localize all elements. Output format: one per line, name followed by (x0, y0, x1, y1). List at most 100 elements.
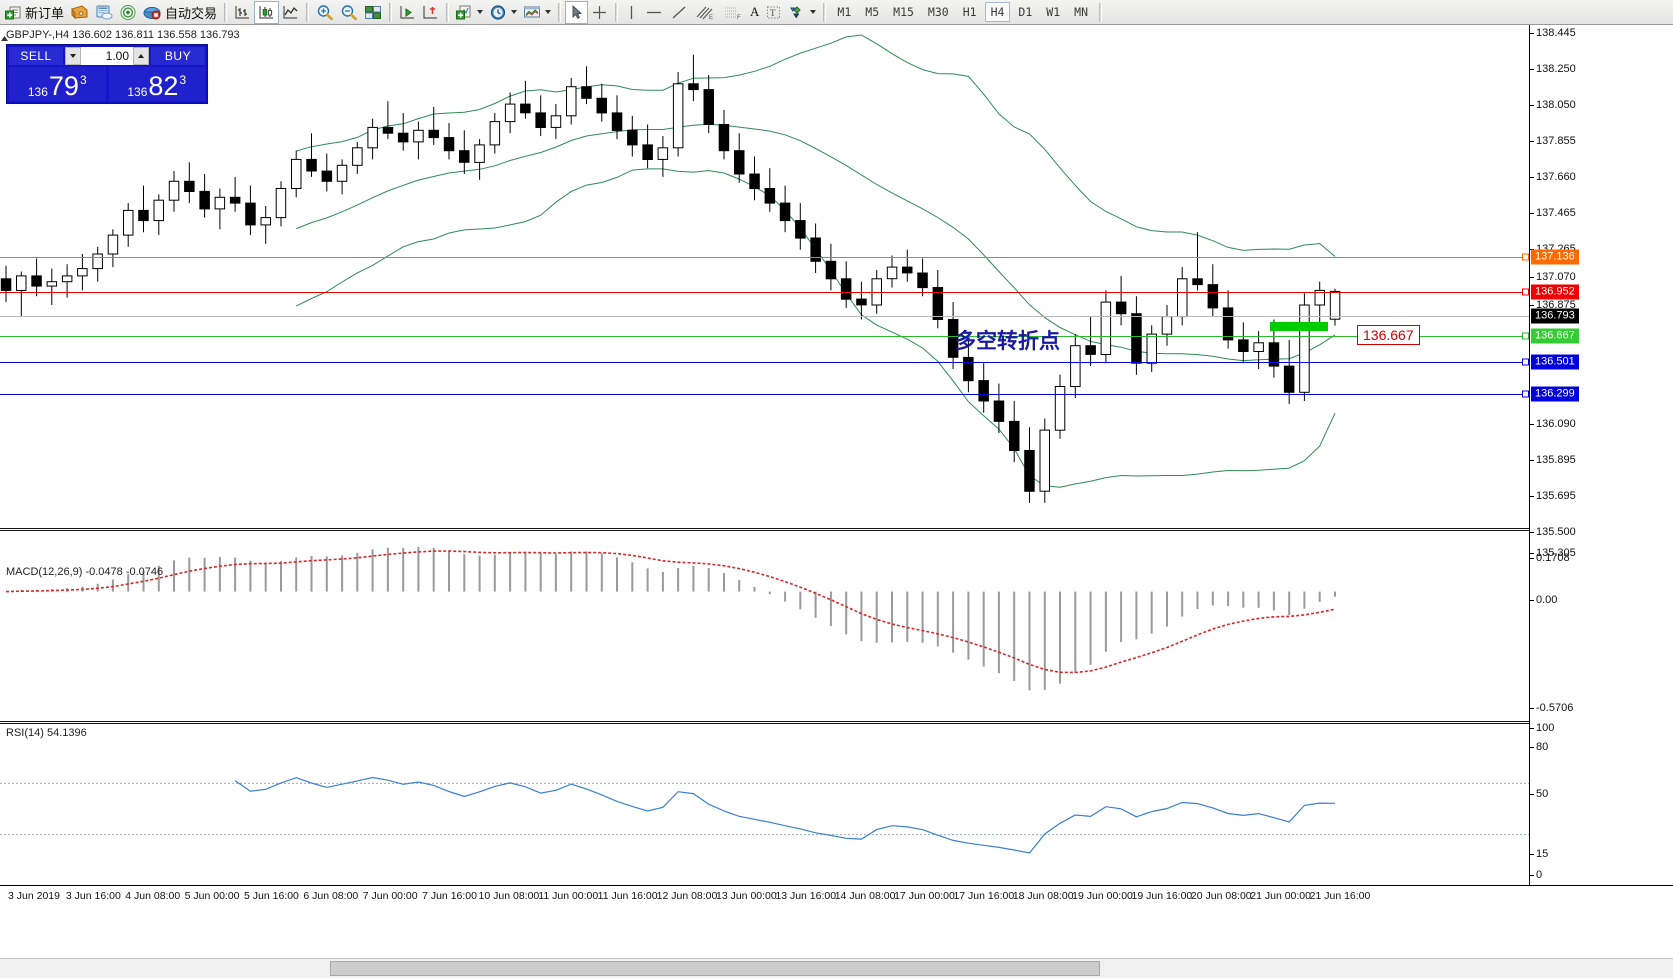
rsi-pane[interactable] (0, 725, 1529, 885)
price-tick: 135.305 (1530, 547, 1576, 559)
price-tag-label[interactable]: 136.667 (1357, 325, 1420, 345)
candlestick-chart-button[interactable] (254, 0, 280, 24)
bar-chart-button[interactable] (231, 1, 254, 24)
timeframe-m5[interactable]: M5 (865, 5, 880, 19)
timeframe-h1[interactable]: H1 (962, 5, 977, 19)
crosshair-tool-button[interactable] (588, 1, 611, 24)
time-axis[interactable]: 3 Jun 2019 3 Jun 16:00 4 Jun 08:00 5 Jun 00… (0, 885, 1673, 915)
wallet-button[interactable] (67, 1, 92, 24)
vline-tool-button[interactable] (622, 1, 641, 24)
toolbar-separator (224, 2, 228, 22)
price-pane[interactable] (0, 25, 1529, 528)
one-click-trading-panel[interactable]: SELL 1.00 BUY 136 79 3 136 82 3 (6, 44, 208, 104)
period-button[interactable] (486, 1, 520, 24)
shift-end-icon (422, 4, 439, 21)
level-handle-137136[interactable] (1522, 253, 1529, 261)
level-handle-136501[interactable] (1522, 358, 1529, 366)
time-tick: 11 Jun 00:00 (538, 890, 599, 902)
chevron-down-icon[interactable] (477, 10, 484, 14)
volume-stepper[interactable]: 1.00 (65, 47, 149, 65)
price-scale[interactable]: 138.445 138.250 138.050 137.855 137.660 … (1529, 25, 1673, 885)
level-handle-136299[interactable] (1522, 390, 1529, 398)
timeframe-m15[interactable]: M15 (893, 5, 914, 19)
autotrade-button[interactable]: 自动交易 (140, 1, 220, 24)
new-order-label: 新订单 (25, 6, 65, 22)
terminal-button[interactable] (92, 1, 116, 24)
trendline-tool-button[interactable] (667, 1, 691, 24)
zoom-in-button[interactable] (313, 1, 337, 24)
label-tool-button[interactable]: T (762, 1, 785, 24)
macd-pane[interactable] (0, 533, 1529, 721)
level-line-136299[interactable] (0, 394, 1529, 395)
level-handle-136667[interactable] (1522, 332, 1529, 340)
fibo-tool-button[interactable]: F (719, 1, 747, 24)
level-handle-136952[interactable] (1522, 288, 1529, 296)
new-order-icon (5, 4, 22, 21)
trendline-icon (670, 4, 688, 21)
price-label-resistance-red[interactable]: 136.952 (1531, 284, 1579, 300)
cursor-tool-button[interactable] (565, 0, 589, 24)
scrollbar-thumb[interactable] (330, 961, 1100, 976)
volume-decrement-button[interactable] (65, 47, 81, 65)
shift-end-button[interactable] (419, 1, 442, 24)
price-label-resistance-orange[interactable]: 137.136 (1531, 249, 1579, 265)
equidistant-icon: E (694, 4, 716, 21)
toolbar-separator (558, 2, 562, 22)
chart-area[interactable]: GBPJPY-,H4 136.602 136.811 136.558 136.7… (0, 25, 1673, 978)
zoom-out-button[interactable] (337, 1, 361, 24)
vline-icon (625, 4, 638, 21)
price-label-support-blue-2[interactable]: 136.299 (1531, 386, 1579, 402)
text-tool-button[interactable]: A (747, 1, 762, 24)
time-tick: 7 Jun 00:00 (362, 890, 418, 902)
ask-quote[interactable]: 136 82 3 (108, 67, 205, 101)
chevron-down-icon[interactable] (545, 10, 552, 14)
tile-windows-button[interactable] (361, 1, 385, 24)
timeframe-m30[interactable]: M30 (927, 5, 949, 19)
level-line-136501[interactable] (0, 362, 1529, 363)
shapes-icon (788, 4, 806, 21)
shapes-tool-button[interactable] (785, 1, 819, 24)
chevron-down-icon[interactable] (511, 10, 518, 14)
buy-button[interactable]: BUY (151, 47, 205, 65)
level-line-136667[interactable] (0, 336, 1529, 337)
level-line-137136[interactable] (0, 257, 1529, 258)
shift-start-button[interactable] (396, 1, 419, 24)
templates-button[interactable] (520, 1, 554, 24)
level-line-136952[interactable] (0, 292, 1529, 293)
collapse-arrow-icon[interactable] (0, 30, 9, 41)
chart-annotation-text[interactable]: 多空转折点 (955, 329, 1060, 353)
volume-increment-button[interactable] (133, 47, 149, 65)
ask-fractional-pip: 3 (179, 73, 187, 87)
timeframe-mn[interactable]: MN (1074, 5, 1088, 19)
price-tick: 138.250 (1530, 63, 1576, 75)
price-label-support-blue-1[interactable]: 136.501 (1531, 354, 1579, 370)
timeframe-m1[interactable]: M1 (837, 5, 852, 19)
fibo-icon: F (722, 4, 744, 21)
add-indicator-button[interactable] (453, 1, 486, 24)
oct-quotes-row: 136 79 3 136 82 3 (7, 67, 207, 103)
line-chart-button[interactable] (279, 1, 302, 24)
bar-chart-icon (234, 4, 251, 21)
chevron-down-icon[interactable] (810, 10, 817, 14)
volume-value[interactable]: 1.00 (105, 49, 129, 63)
equidistant-channel-button[interactable]: E (691, 1, 719, 24)
timeframe-h4[interactable]: H4 (984, 2, 1011, 22)
time-tick: 10 Jun 08:00 (478, 890, 540, 902)
timeframe-w1[interactable]: W1 (1046, 5, 1061, 19)
signals-button[interactable] (116, 1, 140, 24)
price-tick: 136.090 (1530, 418, 1576, 430)
hline-tool-button[interactable] (641, 1, 667, 24)
bid-big-figure: 136 (27, 85, 48, 99)
bid-quote[interactable]: 136 79 3 (9, 67, 106, 101)
toolbar-separator (306, 2, 310, 22)
zoom-in-icon (316, 4, 334, 21)
green-highlight-bar[interactable] (1270, 322, 1328, 331)
time-tick: 20 Jun 08:00 (1190, 890, 1252, 902)
new-order-button[interactable]: 新订单 (2, 1, 67, 24)
price-label-pivot-green[interactable]: 136.667 (1531, 328, 1579, 344)
timeframe-d1[interactable]: D1 (1018, 5, 1033, 19)
rsi-chart-svg (0, 776, 1529, 854)
sell-button[interactable]: SELL (9, 47, 63, 65)
pane-divider-price-macd (0, 528, 1529, 531)
horizontal-scrollbar[interactable] (0, 958, 1673, 978)
